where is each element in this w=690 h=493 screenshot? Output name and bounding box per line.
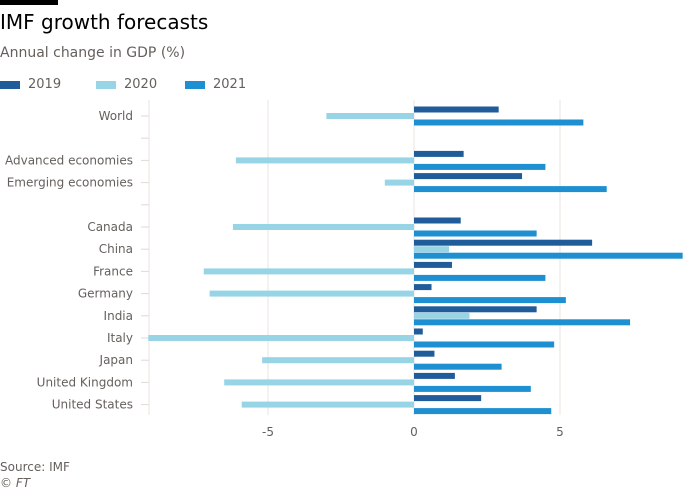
bar-2020: [203, 268, 414, 275]
bar-2020: [262, 357, 414, 364]
legend-swatch: [96, 80, 116, 89]
bar-2019: [414, 350, 435, 357]
bar-2021: [414, 230, 537, 237]
category-label: Advanced economies: [5, 153, 133, 167]
x-tick-label: -5: [262, 425, 274, 439]
chart-subtitle: Annual change in GDP (%): [0, 45, 186, 61]
bar-2019: [414, 261, 452, 268]
category-label: United States: [52, 398, 133, 412]
bar-2020: [414, 246, 450, 253]
bar-2019: [414, 106, 499, 113]
bar-2021: [414, 119, 584, 126]
category-label: India: [104, 309, 133, 323]
bar-2020: [209, 290, 414, 297]
category-label: China: [99, 242, 133, 256]
category-label: Canada: [87, 220, 133, 234]
category-label: Italy: [107, 331, 133, 345]
legend-swatch: [0, 80, 20, 89]
bar-2021: [414, 274, 546, 281]
bar-2019: [414, 328, 423, 335]
bar-2019: [414, 217, 461, 224]
x-tick-label: 0: [410, 425, 418, 439]
bar-2019: [414, 306, 537, 313]
bar-2021: [414, 385, 531, 392]
legend-label: 2019: [28, 77, 62, 92]
bar-2021: [414, 363, 502, 370]
category-label: World: [99, 109, 133, 123]
bar-2020: [232, 224, 414, 230]
bar-2020: [326, 113, 414, 119]
chart-title: IMF growth forecasts: [0, 10, 209, 34]
bar-2019: [414, 284, 432, 291]
legend-item-2019: 2019: [0, 77, 61, 92]
bar-2021: [414, 319, 631, 326]
bar-2021: [414, 297, 566, 304]
category-label: United Kingdom: [37, 375, 133, 389]
ft-brand-bar: [0, 0, 58, 5]
bar-2020: [241, 401, 414, 408]
category-label: Germany: [78, 287, 133, 301]
bar-2021: [414, 341, 555, 348]
legend-label: 2020: [124, 77, 158, 92]
bar-2021: [414, 252, 683, 259]
bar-2019: [414, 395, 482, 402]
bar-2020: [148, 335, 414, 341]
legend-item-2020: 2020: [96, 77, 157, 92]
bar-2021: [414, 408, 552, 415]
legend-label: 2021: [213, 77, 247, 92]
legend-item-2021: 2021: [185, 77, 246, 92]
category-label: Japan: [99, 353, 133, 367]
bar-2020: [235, 157, 414, 164]
bar-2021: [414, 163, 546, 170]
bar-2020: [414, 312, 470, 319]
x-tick-label: 5: [556, 425, 564, 439]
bar-2019: [414, 372, 455, 379]
bar-2021: [414, 186, 607, 193]
category-label: Emerging economies: [7, 176, 133, 190]
bar-2019: [414, 150, 464, 157]
category-label: France: [93, 264, 133, 278]
bar-2020: [224, 379, 414, 386]
source-note: Source: IMF: [0, 460, 70, 474]
copyright: © FT: [0, 476, 31, 490]
bar-2020: [384, 179, 414, 186]
legend-swatch: [185, 80, 205, 89]
bar-2019: [414, 173, 523, 180]
bar-2019: [414, 239, 593, 246]
